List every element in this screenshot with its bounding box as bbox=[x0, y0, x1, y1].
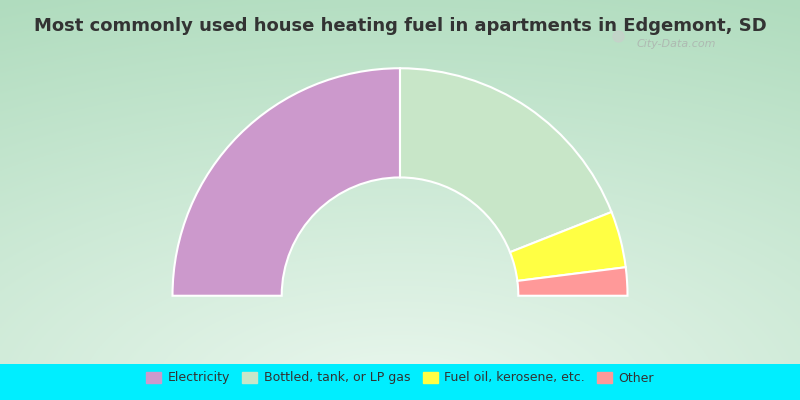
Wedge shape bbox=[518, 267, 627, 296]
Wedge shape bbox=[400, 68, 611, 252]
Legend: Electricity, Bottled, tank, or LP gas, Fuel oil, kerosene, etc., Other: Electricity, Bottled, tank, or LP gas, F… bbox=[142, 368, 658, 388]
Text: Most commonly used house heating fuel in apartments in Edgemont, SD: Most commonly used house heating fuel in… bbox=[34, 17, 766, 35]
Text: City-Data.com: City-Data.com bbox=[637, 39, 716, 49]
Wedge shape bbox=[510, 212, 626, 281]
Wedge shape bbox=[173, 68, 400, 296]
